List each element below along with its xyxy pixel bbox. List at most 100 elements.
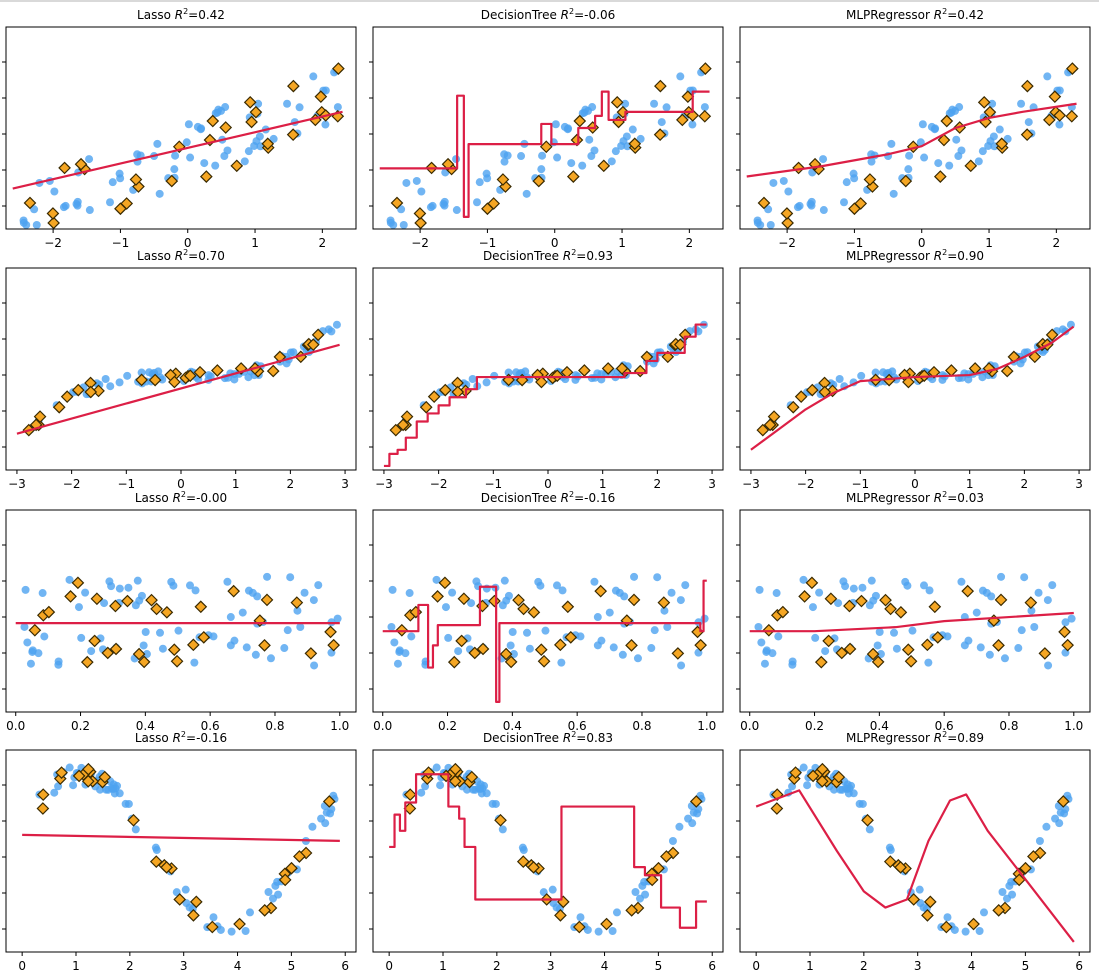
train-point [220, 152, 229, 161]
test-point [230, 159, 244, 173]
r2-superscript: 2 [181, 490, 186, 499]
test-point [81, 774, 95, 788]
subplot-title: DecisionTree R2=0.93 [483, 248, 613, 263]
test-point [757, 196, 771, 210]
x-tick-label: 1 [232, 477, 240, 491]
test-point [441, 157, 455, 171]
train-point [892, 644, 901, 653]
x-tick-label: 1 [966, 477, 974, 491]
test-point [601, 362, 615, 375]
train-point [1020, 573, 1029, 582]
test-point [600, 917, 613, 931]
test-point [676, 113, 689, 127]
train-point [283, 99, 292, 108]
train-point [593, 641, 602, 650]
r2-value: =0.89 [947, 731, 984, 745]
test-point [476, 642, 490, 656]
x-tick-label: −1 [484, 477, 502, 491]
r2-superscript: 2 [183, 7, 188, 16]
test-point [879, 593, 892, 607]
test-point [219, 121, 233, 134]
train-point [282, 359, 291, 368]
test-point [671, 647, 685, 660]
train-point [30, 205, 39, 214]
train-point [700, 103, 709, 112]
test-point [55, 766, 68, 779]
test-point [438, 383, 452, 397]
test-point [1058, 625, 1071, 639]
train-point [630, 572, 639, 581]
test-point [550, 369, 564, 383]
test-point [64, 590, 77, 603]
test-point [304, 647, 318, 660]
train-point [793, 203, 802, 212]
test-point [58, 161, 71, 175]
model-name: Lasso [135, 491, 173, 505]
test-point [1043, 113, 1056, 127]
train-point [506, 641, 515, 650]
train-point [74, 603, 83, 612]
x-tick-label: −2 [797, 477, 815, 491]
train-point [289, 348, 298, 357]
x-tick-label: −2 [44, 236, 62, 250]
train-point [181, 885, 190, 894]
test-point [211, 364, 224, 377]
r2-value: =0.83 [576, 731, 613, 745]
train-point [676, 596, 685, 605]
train-point [131, 601, 140, 610]
test-point [798, 590, 811, 603]
test-point [1048, 90, 1062, 104]
train-point [849, 584, 858, 593]
train-point [766, 220, 775, 229]
train-point [972, 608, 981, 617]
test-point [517, 602, 530, 616]
train-point [865, 601, 874, 610]
train-point [867, 576, 876, 585]
test-point [449, 762, 462, 776]
test-point [42, 605, 56, 619]
train-point [170, 165, 179, 174]
x-tick-label: 0 [911, 477, 919, 491]
x-tick-label: 1.0 [330, 719, 349, 733]
r2-value: =-0.06 [574, 8, 615, 22]
train-point [441, 603, 450, 612]
train-point [924, 658, 933, 667]
train-point [997, 572, 1006, 581]
test-point [46, 207, 60, 220]
x-tick-label: 6 [341, 959, 349, 973]
test-point [47, 216, 60, 230]
test-point [260, 593, 274, 607]
r2-value: =-0.16 [186, 731, 227, 745]
test-point [1045, 328, 1059, 342]
train-point [611, 586, 620, 595]
test-point [36, 788, 50, 801]
test-point [332, 62, 345, 75]
train-point [905, 151, 914, 160]
train-point [50, 788, 59, 797]
test-point [961, 584, 975, 598]
test-point [653, 128, 667, 142]
subplot-mlpregressor-3-2: MLPRegressor R2=0.890 1 2 3 4 5 6 [736, 730, 1091, 973]
model-name: DecisionTree [483, 731, 563, 745]
model-prediction-line [16, 343, 340, 435]
train-point [124, 799, 133, 808]
test-point [481, 202, 494, 216]
test-point [84, 385, 98, 399]
train-point [842, 178, 851, 187]
subplot-title: DecisionTree R2=-0.06 [481, 7, 615, 22]
train-point [498, 601, 507, 610]
train-point [390, 638, 399, 647]
train-point [223, 577, 232, 586]
test-point [101, 646, 115, 660]
test-point [570, 133, 584, 147]
train-point [557, 658, 566, 667]
x-tick-label: 0.2 [438, 719, 457, 733]
x-tick-label: 4 [601, 959, 609, 973]
test-point [82, 762, 95, 776]
test-point [121, 594, 134, 608]
test-point [80, 655, 94, 669]
x-tick-label: −2 [778, 236, 796, 250]
test-point [554, 638, 567, 652]
train-point [519, 846, 528, 855]
train-point [611, 147, 620, 156]
